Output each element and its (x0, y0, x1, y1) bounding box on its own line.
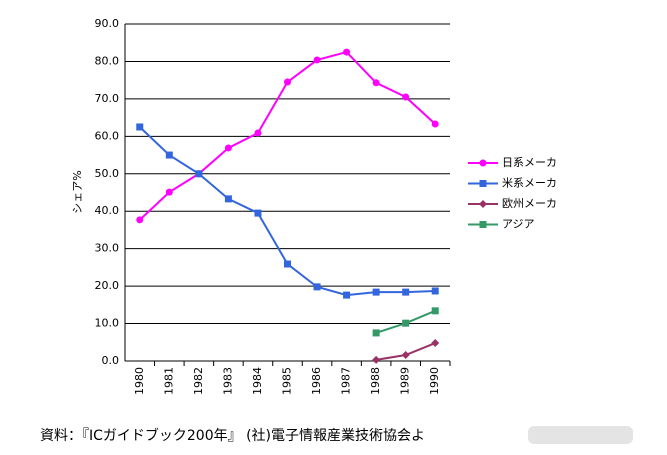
data-point (431, 287, 439, 295)
y-tick-label: 40.0 (95, 204, 120, 217)
legend-label: 欧州メーカ (502, 197, 557, 210)
data-point (136, 123, 144, 131)
x-tick-label: 1986 (310, 367, 323, 395)
blurred-text (528, 426, 633, 444)
legend-label: アジア (502, 218, 535, 231)
x-tick-label: 1988 (369, 367, 382, 395)
y-tick-label: 80.0 (95, 54, 120, 67)
y-tick-label: 90.0 (95, 17, 120, 30)
data-point (401, 351, 410, 360)
x-tick-label: 1990 (428, 367, 441, 395)
data-point (313, 56, 321, 64)
x-tick-label: 1985 (281, 367, 294, 395)
y-tick-label: 60.0 (95, 129, 120, 142)
data-point (254, 209, 262, 217)
data-point (402, 288, 410, 296)
data-point (431, 120, 439, 128)
data-point (402, 93, 410, 101)
x-tick-label: 1987 (340, 367, 353, 395)
data-point (372, 329, 380, 337)
data-point (165, 151, 173, 159)
x-tick-label: 1983 (221, 367, 234, 395)
x-tick-label: 1984 (251, 367, 264, 395)
y-tick-label: 0.0 (102, 354, 120, 367)
data-point (284, 78, 291, 86)
legend-marker (479, 159, 487, 167)
data-point (136, 216, 144, 224)
data-point (313, 283, 321, 291)
data-point (431, 307, 439, 315)
legend-label: 日系メーカ (502, 156, 557, 169)
data-point (165, 188, 173, 196)
x-tick-label: 1989 (399, 367, 412, 395)
x-tick-label: 1982 (192, 367, 205, 395)
data-point (224, 144, 232, 152)
y-tick-label: 50.0 (95, 167, 120, 180)
y-tick-label: 20.0 (95, 279, 120, 292)
data-point (372, 288, 380, 296)
legend-label: 米系メーカ (502, 177, 557, 190)
legend-marker (479, 180, 487, 187)
y-tick-label: 30.0 (95, 242, 120, 255)
x-tick-label: 1981 (162, 367, 175, 395)
data-point (343, 291, 351, 299)
data-point (372, 355, 381, 364)
legend-marker (479, 221, 487, 228)
data-point (402, 319, 410, 327)
data-point (224, 195, 232, 203)
y-tick-label: 70.0 (95, 92, 120, 105)
y-axis-label: シェア% (71, 170, 84, 213)
y-tick-label: 10.0 (95, 317, 120, 330)
data-point (254, 129, 262, 137)
data-point (431, 339, 440, 348)
x-tick-label: 1980 (133, 367, 146, 395)
data-point (372, 79, 380, 87)
data-point (343, 48, 351, 56)
legend-marker (479, 200, 487, 208)
data-point (195, 170, 203, 178)
source-note: 資料：『ICガイドブック200年』 (社)電子情報産業技術協会よ (40, 427, 425, 444)
data-point (284, 260, 291, 268)
